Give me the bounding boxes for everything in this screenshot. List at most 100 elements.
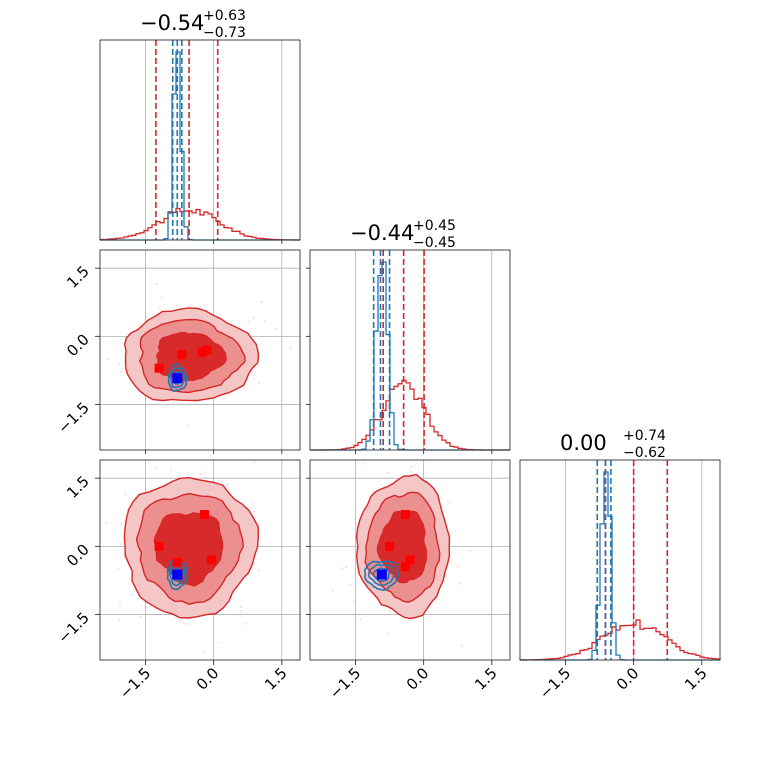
title-upper-error: +0.63 [203, 8, 246, 24]
sample-point [387, 632, 390, 634]
title-upper-error: +0.74 [623, 428, 666, 444]
marker-blue [172, 569, 183, 580]
contour-blue-level-1 [363, 560, 400, 591]
sample-point [124, 493, 127, 496]
sample-point [250, 371, 253, 374]
sample-point [240, 610, 242, 613]
sample-point [349, 583, 352, 586]
x-tick-label: −1.5 [326, 664, 364, 702]
sample-point [340, 567, 343, 570]
sample-point [75, 586, 77, 588]
sample-point [468, 549, 471, 552]
x-tick-label: 1.5 [681, 664, 711, 694]
marker-red [154, 541, 164, 551]
sample-point [363, 463, 366, 465]
sample-point [217, 642, 220, 644]
sample-point [372, 491, 374, 493]
panel-frame [309, 459, 511, 661]
joint-panel-2 [75, 459, 301, 661]
sample-point [460, 644, 463, 647]
x-tick-label: 0.0 [193, 664, 223, 694]
sample-point [155, 608, 157, 611]
sample-point [145, 607, 148, 609]
histogram-blue [520, 471, 720, 661]
sample-point [116, 545, 119, 548]
contour-blue-level-2 [170, 367, 186, 389]
marker-red [202, 345, 212, 355]
marker-red [405, 555, 415, 565]
marginal-panel-2: −0.44+0.45−0.45 [309, 218, 511, 451]
marker-red [400, 562, 410, 572]
histogram-red [99, 207, 301, 241]
sample-point [118, 619, 120, 622]
sample-point [368, 591, 370, 594]
sample-point [120, 522, 123, 525]
sample-point [170, 469, 173, 471]
panel-title-2: −0.44 [350, 221, 414, 245]
marker-red [200, 510, 210, 520]
histogram-red [309, 379, 510, 451]
sample-point [199, 473, 202, 476]
sample-point [252, 501, 255, 504]
contour-blue-level-2 [367, 563, 395, 587]
sample-point [359, 618, 362, 620]
x-tick-label: 1.5 [261, 664, 291, 694]
marker-red [385, 541, 395, 551]
sample-point [105, 522, 108, 524]
contour-blue-level-1 [167, 363, 188, 393]
sample-point [118, 363, 120, 365]
sample-point [186, 623, 189, 625]
title-lower-error: −0.45 [413, 235, 456, 251]
contour-blue-level-1 [166, 560, 189, 591]
marginal-panel-3: 0.00 +0.74−0.62 [519, 428, 721, 661]
y-tick-label: 0.0 [63, 540, 93, 570]
sample-point [252, 317, 255, 320]
contour-red-level-3 [376, 510, 428, 584]
y-tick-label: −1.5 [54, 609, 92, 647]
sample-point [410, 465, 413, 468]
sample-point [96, 320, 98, 322]
sample-point [158, 306, 161, 309]
panel-frame [99, 459, 301, 661]
sample-point [260, 301, 263, 304]
title-upper-error: +0.45 [413, 218, 456, 234]
sample-point [388, 610, 391, 612]
sample-point [253, 510, 255, 513]
sample-point [345, 566, 348, 569]
sample-point [258, 381, 261, 384]
panel-frame [309, 249, 511, 451]
sample-point [254, 461, 256, 463]
sample-point [106, 358, 109, 361]
sample-point [120, 370, 123, 373]
panel-title-3: 0.00 [560, 431, 607, 455]
x-tick-label: −1.5 [116, 664, 154, 702]
marker-red [197, 347, 207, 357]
sample-point [119, 604, 121, 607]
sample-point [264, 320, 266, 323]
marker-red [172, 557, 182, 567]
y-tick-label: 1.5 [63, 472, 93, 502]
panel-frame [99, 39, 301, 241]
joint-panel-1 [96, 249, 301, 451]
sample-point [244, 623, 247, 625]
sample-point [140, 615, 143, 618]
title-lower-error: −0.62 [623, 445, 666, 461]
marker-blue [172, 373, 183, 384]
y-tick-label: 0.0 [63, 330, 93, 360]
sample-point [289, 346, 292, 349]
marker-blue [376, 569, 387, 580]
sample-point [275, 327, 278, 330]
sample-point [458, 582, 461, 585]
marker-red [206, 555, 216, 565]
sample-point [387, 471, 390, 474]
marker-red [177, 350, 187, 360]
sample-point [448, 501, 451, 504]
x-tick-label: 0.0 [613, 664, 643, 694]
sample-point [155, 466, 158, 469]
x-tick-label: −1.5 [536, 664, 574, 702]
x-tick-label: 1.5 [471, 664, 501, 694]
sample-point [130, 593, 133, 596]
sample-point [204, 471, 207, 473]
sample-point [120, 543, 123, 545]
